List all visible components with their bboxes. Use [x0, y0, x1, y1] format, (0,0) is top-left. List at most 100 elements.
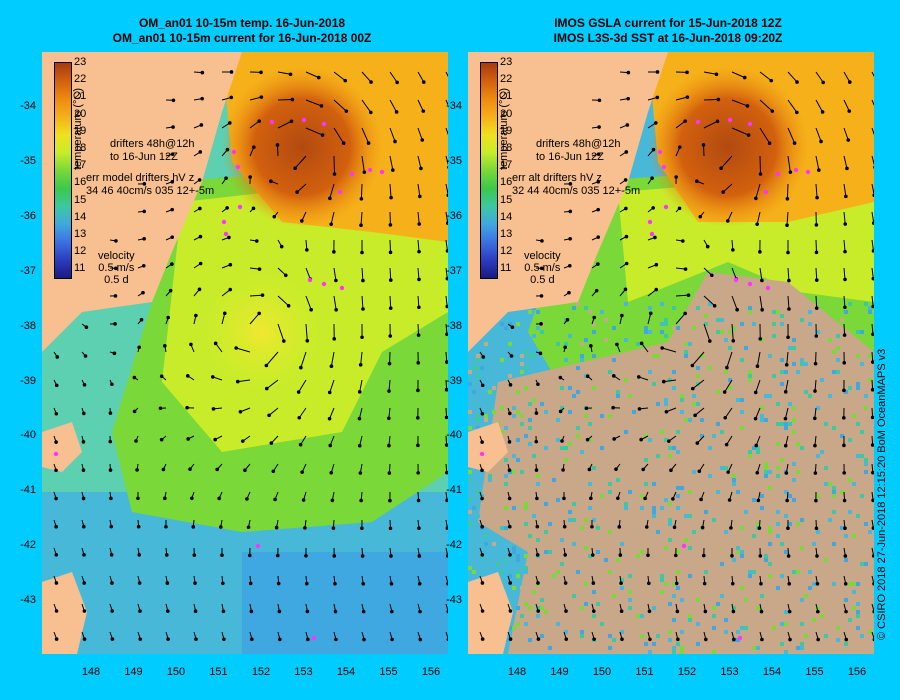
current-vector-head — [817, 168, 821, 172]
current-vector — [298, 407, 307, 419]
right-drifters-label: drifters 48h@12h to 16-Jun 12Z — [536, 138, 621, 164]
current-vector-head — [333, 609, 338, 614]
current-vector-head — [416, 498, 421, 503]
current-vector — [786, 351, 789, 365]
current-vector-head — [816, 637, 820, 642]
current-vector-head — [420, 138, 425, 142]
current-vector-head — [305, 248, 309, 252]
current-vector-head — [141, 264, 146, 268]
current-vector — [843, 71, 851, 83]
current-vector-head — [787, 307, 791, 311]
current-vector — [265, 351, 279, 366]
current-vector-head — [110, 609, 115, 613]
current-vector-head — [814, 526, 819, 531]
current-vector — [871, 99, 874, 106]
current-vector-head — [842, 360, 847, 365]
current-vector — [703, 120, 718, 129]
current-vector-head — [362, 170, 367, 174]
current-vector — [360, 211, 363, 226]
current-vector-head — [611, 374, 616, 378]
colorbar-tick: 22 — [500, 73, 513, 86]
current-vector-head — [54, 609, 59, 613]
current-vector-head — [419, 166, 423, 171]
current-vector — [786, 183, 789, 199]
current-vector-head — [661, 379, 666, 384]
current-vector-head — [813, 361, 818, 366]
current-vector — [445, 127, 448, 136]
current-vector-head — [82, 581, 87, 585]
current-vector-head — [760, 278, 764, 283]
colorbar-tick: 12 — [74, 245, 87, 258]
current-vector-head — [245, 497, 249, 501]
current-vector-head — [189, 342, 193, 347]
current-vector-head — [591, 609, 596, 613]
current-vector-head — [159, 374, 164, 379]
current-vector-head — [166, 315, 170, 320]
current-vector-head — [507, 411, 512, 416]
current-vector-head — [240, 439, 245, 443]
current-vector-head — [388, 223, 393, 227]
current-vector-head — [842, 333, 847, 337]
latitude-tick-label: -35 — [446, 154, 462, 167]
colorbar-tick: 17 — [500, 159, 513, 172]
current-vector-head — [251, 206, 256, 211]
longitude-tick-label: 152 — [677, 666, 697, 678]
current-vector-head — [445, 526, 448, 530]
current-vector-head — [389, 554, 393, 558]
current-vector-head — [418, 194, 422, 199]
current-vector-head — [620, 637, 624, 642]
current-vector-head — [589, 344, 593, 348]
current-vector-head — [538, 351, 543, 356]
current-vector — [871, 183, 874, 196]
current-vector-head — [648, 637, 652, 642]
current-vector-head — [671, 497, 675, 501]
current-vector-head — [193, 581, 197, 585]
current-vector-head — [388, 250, 393, 255]
current-vector-head — [641, 467, 645, 472]
drifter-point — [649, 231, 655, 237]
right-drifters-line2: to 16-Jun 12Z — [536, 151, 604, 163]
current-vector — [691, 351, 705, 366]
drifter-point — [775, 171, 781, 177]
longitude-tick-label: 148 — [81, 666, 101, 678]
right-map-canvas — [468, 52, 874, 654]
latitude-tick-label: -36 — [446, 209, 462, 222]
current-vector-head — [134, 439, 138, 443]
current-vector-head — [417, 249, 421, 254]
current-vector — [445, 155, 448, 166]
current-vector-head — [166, 637, 170, 641]
colorbar-tick: 13 — [500, 228, 513, 240]
current-vector-head — [592, 637, 596, 641]
current-vector-head — [615, 342, 619, 347]
current-vector — [298, 379, 307, 393]
current-vector-head — [137, 345, 141, 350]
current-vector-head — [193, 609, 198, 614]
current-vector-head — [200, 70, 205, 75]
current-vector-head — [305, 609, 310, 614]
current-vector-head — [416, 360, 421, 365]
current-vector-head — [54, 553, 59, 557]
current-vector-head — [821, 80, 825, 85]
current-vector-head — [164, 524, 168, 529]
current-vector — [703, 295, 715, 307]
current-vector-head — [643, 496, 647, 501]
current-vector-head — [341, 141, 346, 146]
current-vector — [329, 407, 335, 419]
current-vector-head — [702, 581, 707, 586]
current-vector — [703, 323, 711, 342]
current-vector-head — [666, 439, 671, 443]
current-vector-head — [769, 78, 774, 83]
current-vector-head — [359, 498, 363, 503]
current-vector-head — [597, 98, 602, 103]
current-vector-head — [445, 554, 448, 558]
longitude-tick-label: 156 — [847, 666, 867, 678]
current-vector — [731, 99, 748, 107]
current-vector-head — [388, 306, 393, 310]
colorbar-tick: 21 — [74, 90, 87, 103]
current-vector — [417, 99, 424, 112]
right-err-line2: 32 44 40cm/s 035 12+-5m — [512, 185, 641, 197]
current-vector-head — [252, 145, 256, 149]
current-vector-head — [758, 250, 762, 254]
current-vector-head — [198, 234, 203, 239]
current-vector-head — [786, 250, 790, 255]
